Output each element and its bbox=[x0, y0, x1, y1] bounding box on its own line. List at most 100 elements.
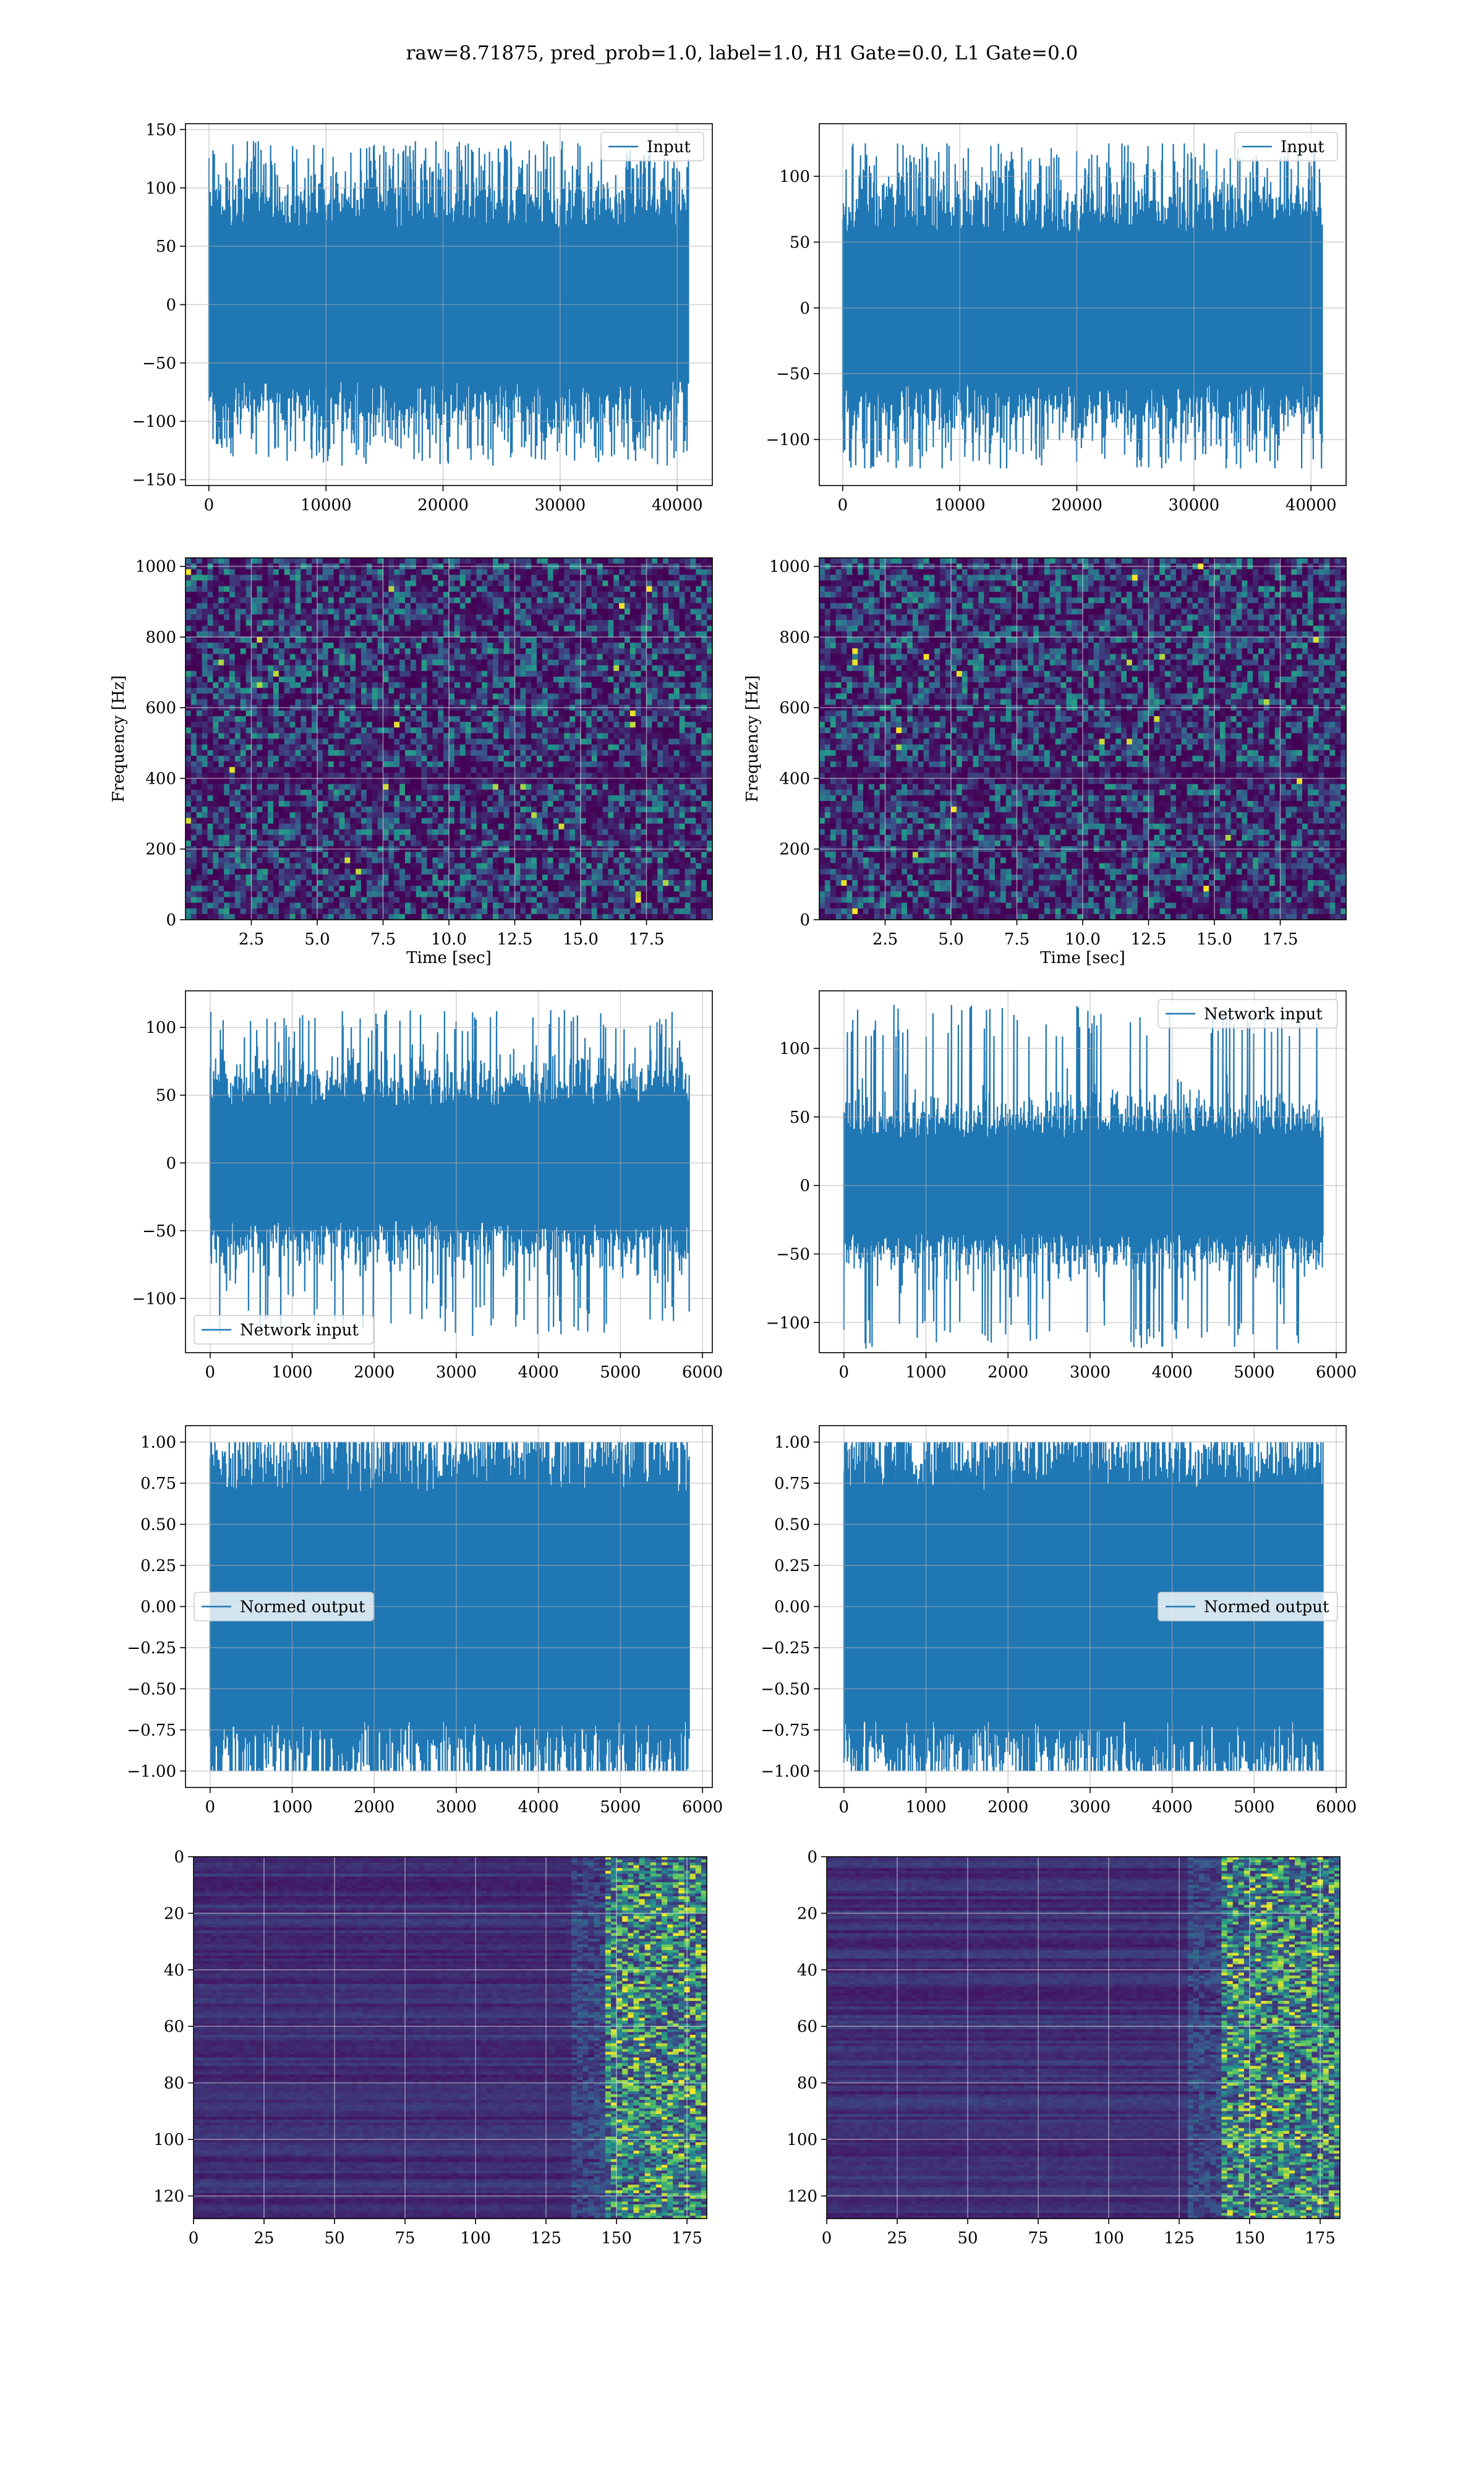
heatmap-cell bbox=[707, 637, 712, 643]
heatmap-cell bbox=[252, 575, 257, 581]
heatmap-cell bbox=[668, 648, 674, 654]
heatmap-cell bbox=[202, 631, 208, 638]
heatmap-cell bbox=[691, 631, 696, 638]
heatmap-cell bbox=[685, 637, 691, 643]
heatmap-cell bbox=[526, 614, 531, 620]
heatmap-cell bbox=[498, 603, 504, 609]
heatmap-cell bbox=[487, 597, 493, 604]
heatmap-cell bbox=[273, 643, 279, 649]
heatmap-cell bbox=[405, 569, 411, 575]
heatmap-cell bbox=[701, 614, 707, 620]
heatmap-cell bbox=[317, 581, 323, 587]
heatmap-cell bbox=[262, 592, 268, 598]
heatmap-cell bbox=[493, 575, 498, 581]
heatmap-cell bbox=[449, 671, 454, 677]
heatmap-cell bbox=[657, 586, 663, 593]
heatmap-cell bbox=[290, 620, 296, 627]
heatmap-cell bbox=[608, 569, 613, 575]
heatmap-cell bbox=[493, 666, 498, 672]
heatmap-cell bbox=[213, 648, 218, 654]
heatmap-cell bbox=[487, 620, 493, 627]
heatmap-cell bbox=[696, 603, 701, 609]
heatmap-cell bbox=[235, 581, 241, 587]
heatmap-cell bbox=[361, 603, 367, 609]
heatmap-cell bbox=[701, 586, 707, 593]
heatmap-cell bbox=[443, 575, 449, 581]
heatmap-cell bbox=[559, 586, 565, 593]
heatmap-cell bbox=[186, 575, 191, 581]
heatmap-cell bbox=[372, 660, 378, 666]
heatmap-cell bbox=[548, 671, 553, 677]
heatmap-cell bbox=[273, 637, 279, 643]
heatmap-cell bbox=[350, 581, 356, 587]
heatmap-cell bbox=[652, 648, 657, 654]
heatmap-cell bbox=[696, 643, 701, 649]
heatmap-cell bbox=[680, 671, 685, 677]
heatmap-cell bbox=[548, 609, 553, 615]
heatmap-cell bbox=[246, 603, 252, 609]
heatmap-cell bbox=[279, 609, 284, 615]
heatmap-cell bbox=[510, 654, 515, 660]
heatmap-cell bbox=[542, 581, 548, 587]
heatmap-cell bbox=[569, 581, 575, 587]
heatmap-cell bbox=[443, 660, 449, 666]
heatmap-cell bbox=[218, 626, 224, 632]
heatmap-cell bbox=[328, 569, 334, 575]
heatmap-cell bbox=[202, 671, 208, 677]
heatmap-cell bbox=[701, 609, 707, 615]
heatmap-cell bbox=[526, 581, 531, 587]
x-tick-label: 10000 bbox=[934, 496, 986, 515]
heatmap-cell bbox=[504, 688, 510, 694]
heatmap-cell bbox=[510, 660, 515, 666]
heatmap-cell bbox=[356, 637, 361, 643]
heatmap-cell bbox=[296, 688, 301, 694]
heatmap-cell bbox=[290, 643, 296, 649]
heatmap-cell bbox=[663, 660, 668, 666]
heatmap-cell bbox=[186, 609, 191, 615]
heatmap-cell bbox=[241, 597, 246, 604]
heatmap-cell bbox=[515, 575, 521, 581]
heatmap-cell bbox=[301, 626, 306, 632]
heatmap-cell bbox=[696, 569, 701, 575]
heatmap-cell bbox=[339, 609, 345, 615]
heatmap-cell bbox=[603, 631, 608, 638]
heatmap-cell bbox=[344, 660, 350, 666]
heatmap-cell bbox=[284, 581, 290, 587]
y-tick-label: 0 bbox=[800, 299, 810, 318]
heatmap-cell bbox=[268, 575, 273, 581]
heatmap-cell bbox=[257, 643, 262, 649]
heatmap-cell bbox=[581, 654, 586, 660]
heatmap-cell bbox=[208, 654, 213, 660]
heatmap-cell bbox=[575, 620, 581, 627]
heatmap-cell bbox=[252, 677, 257, 683]
heatmap-cell bbox=[482, 682, 487, 688]
heatmap-cell bbox=[641, 597, 647, 604]
heatmap-cell bbox=[526, 597, 531, 604]
heatmap-cell bbox=[613, 682, 619, 688]
heatmap-cell bbox=[213, 677, 218, 683]
heatmap-cell bbox=[553, 677, 559, 683]
heatmap-cell bbox=[224, 660, 229, 666]
heatmap-cell bbox=[466, 558, 471, 564]
heatmap-cell bbox=[372, 666, 378, 672]
heatmap-cell bbox=[229, 682, 235, 688]
heatmap-cell bbox=[520, 603, 526, 609]
heatmap-cell bbox=[388, 688, 394, 694]
heatmap-cell bbox=[208, 682, 213, 688]
heatmap-cell bbox=[569, 637, 575, 643]
heatmap-cell bbox=[301, 558, 306, 564]
heatmap-cell bbox=[449, 643, 454, 649]
heatmap-cell bbox=[603, 671, 608, 677]
heatmap-cell bbox=[460, 648, 466, 654]
heatmap-cell bbox=[476, 677, 482, 683]
heatmap-cell bbox=[350, 603, 356, 609]
heatmap-cell bbox=[422, 648, 427, 654]
heatmap-cell bbox=[186, 603, 191, 609]
heatmap-cell bbox=[707, 620, 712, 627]
heatmap-cell bbox=[641, 677, 647, 683]
heatmap-cell bbox=[510, 609, 515, 615]
heatmap-cell bbox=[208, 569, 213, 575]
heatmap-cell bbox=[427, 575, 433, 581]
heatmap-cell bbox=[323, 631, 328, 638]
x-tick-label: 10000 bbox=[301, 496, 352, 515]
